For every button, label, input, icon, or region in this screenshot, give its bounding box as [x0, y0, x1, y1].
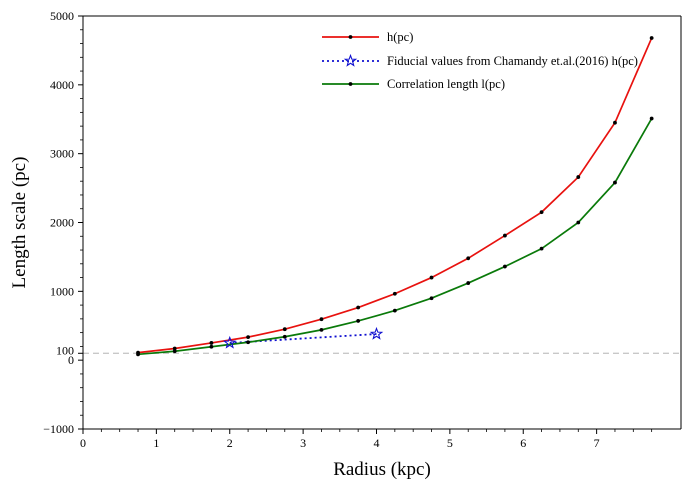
series-0-point — [429, 275, 434, 280]
series-1-point — [369, 326, 384, 340]
series-2-point — [539, 246, 544, 251]
series-2-point — [246, 340, 250, 345]
series-0-point — [209, 341, 214, 345]
series-0-point — [613, 120, 617, 125]
series-2-point — [429, 296, 434, 301]
legend-marker-2 — [348, 82, 353, 86]
x-axis-label: Radius (kpc) — [333, 459, 431, 480]
series-2-point — [282, 334, 287, 339]
series-0-point — [576, 175, 581, 179]
plot-area — [83, 36, 681, 357]
y-tick-label: 1000 — [50, 284, 74, 298]
series-2-point — [392, 308, 397, 313]
y-tick-label: 2000 — [50, 216, 74, 230]
x-tick-label: 7 — [594, 436, 600, 450]
series-0-point — [319, 317, 324, 322]
legend-label-2: Correlation length l(pc) — [387, 77, 505, 91]
series-2-point — [136, 352, 140, 357]
y-axis-label: Length scale (pc) — [9, 157, 30, 289]
y-tick-label: 0 — [68, 353, 74, 367]
x-tick-label: 0 — [80, 436, 86, 450]
reference-tick-label: 100 — [56, 343, 74, 357]
legend-label-1: Fiducial values from Chamandy et.al.(201… — [387, 54, 638, 68]
series-2-point — [613, 180, 617, 185]
series-0-point — [246, 335, 250, 340]
x-tick-label: 4 — [373, 436, 379, 450]
legend-marker-0 — [348, 35, 353, 39]
series-0-point — [172, 346, 177, 351]
y-tick-label: 4000 — [50, 78, 74, 92]
series-0-point — [282, 327, 287, 332]
y-tick-label: 5000 — [50, 9, 74, 23]
legend: h(pc) Fiducial values from Chamandy et.al… — [322, 30, 638, 91]
y-tick-label: −1000 — [43, 422, 74, 436]
y-tick-label: 3000 — [50, 147, 74, 161]
series-0-point — [466, 256, 471, 261]
x-tick-label: 1 — [153, 436, 159, 450]
x-tick-label: 5 — [447, 436, 453, 450]
series-2-point — [503, 264, 507, 269]
series-2-point — [172, 349, 177, 354]
x-tick-label: 6 — [520, 436, 526, 450]
axes: 0 1 2 3 4 5 6 7 −1000 0 1000 2000 3000 4000 5000 100 Rad… — [9, 9, 682, 480]
series-2-point — [356, 319, 361, 323]
series-0-point — [356, 305, 361, 310]
series-2-point — [466, 281, 471, 285]
series-2-point — [576, 220, 581, 225]
x-tick-label: 3 — [300, 436, 306, 450]
series-0-point — [503, 233, 507, 238]
series-1-point — [223, 335, 237, 349]
series-0-point — [649, 36, 654, 40]
series-2-point — [319, 327, 324, 332]
legend-label-0: h(pc) — [387, 30, 413, 44]
series-0-point — [539, 210, 544, 215]
series-2-point — [649, 116, 654, 121]
series-0-point — [392, 291, 397, 296]
legend-marker-1 — [343, 53, 358, 67]
x-tick-label: 2 — [227, 436, 233, 450]
series-2-point — [209, 344, 214, 349]
